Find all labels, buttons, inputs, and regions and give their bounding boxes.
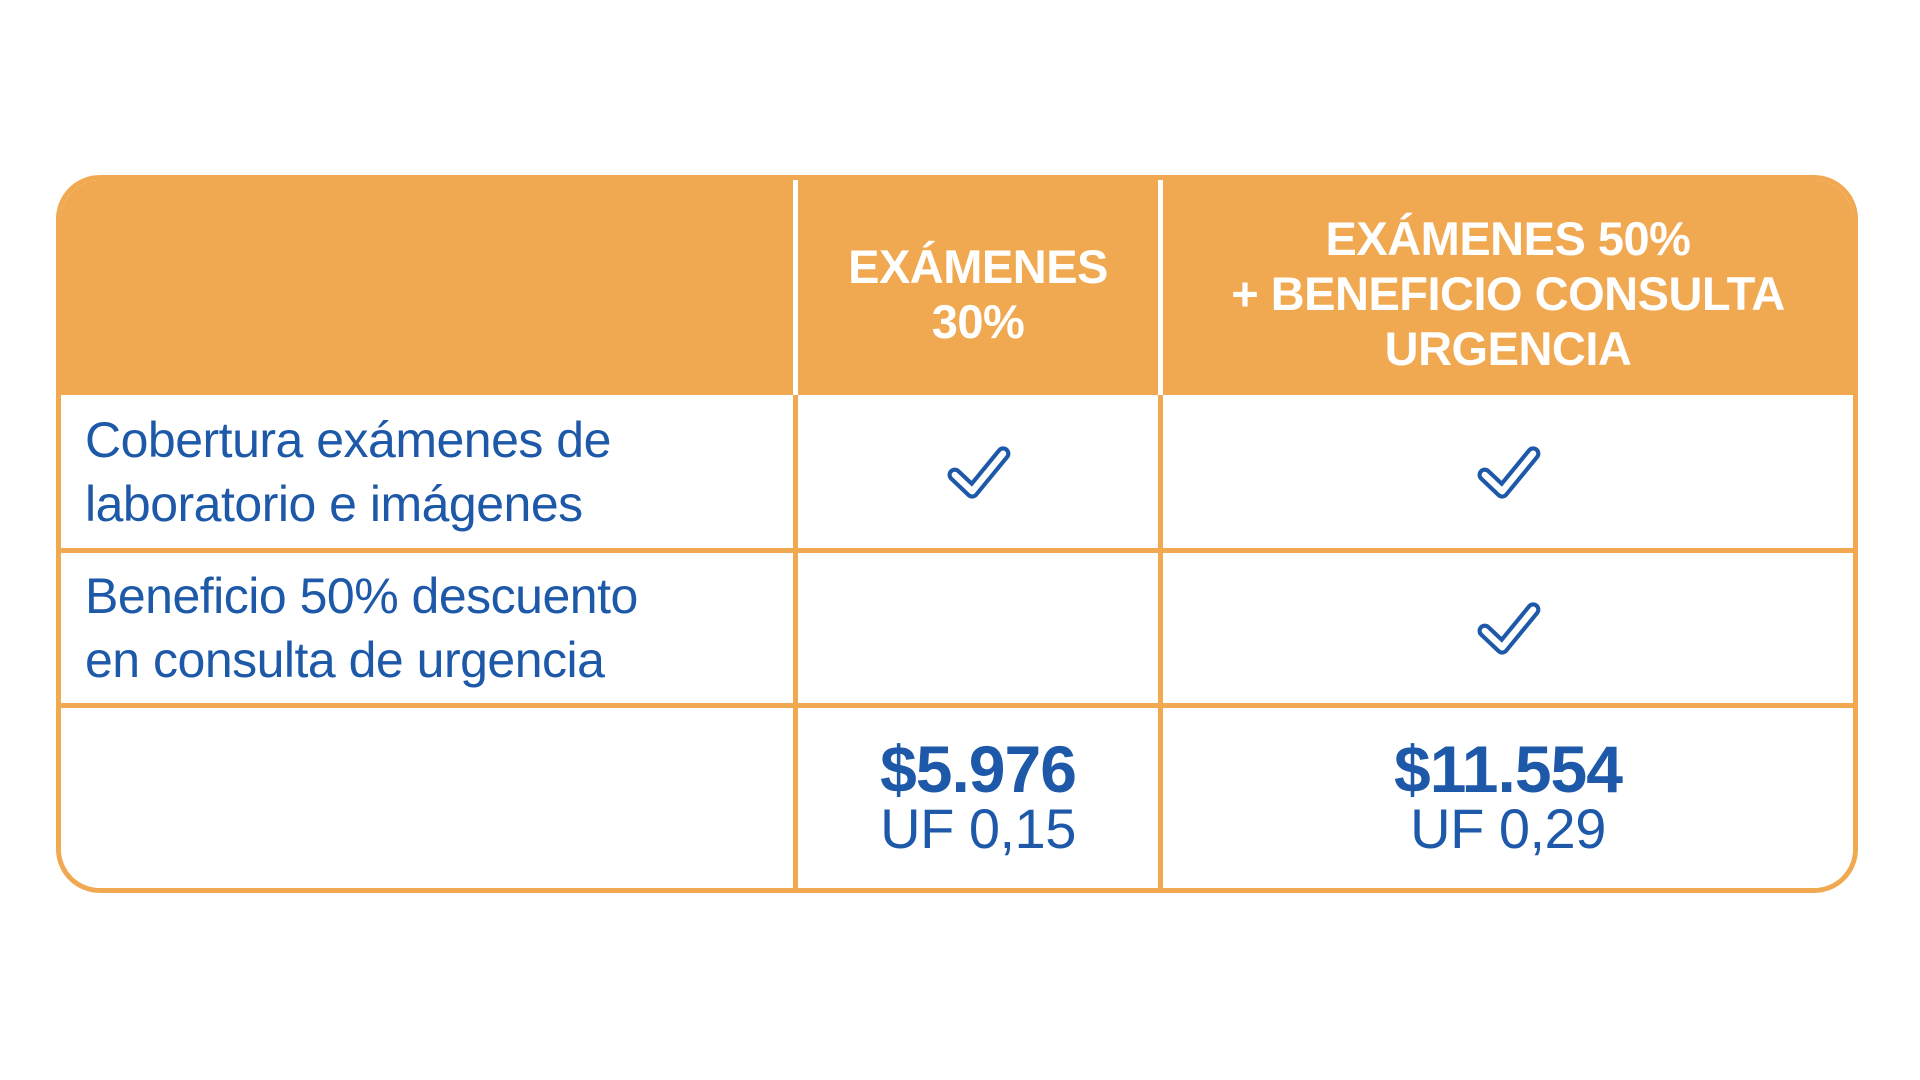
row-label-cobertura-examenes: Cobertura exámenes de laboratorio e imág…	[61, 395, 793, 548]
header-cell-plan-30: EXÁMENES 30%	[793, 180, 1158, 395]
price-uf-value: UF 0,29	[1410, 797, 1606, 860]
table-cell-check	[1158, 548, 1853, 703]
check-icon	[1477, 445, 1541, 499]
price-cell-plan-30: $5.976 UF 0,15	[793, 703, 1158, 888]
price-value: $5.976	[880, 732, 1077, 806]
check-icon	[947, 445, 1011, 499]
price-uf-value: UF 0,15	[880, 797, 1076, 860]
table-cell-check	[793, 548, 1158, 703]
table-cell-check	[1158, 395, 1853, 548]
price-cell-plan-50-urgencia: $11.554 UF 0,29	[1158, 703, 1853, 888]
table-cell-check	[793, 395, 1158, 548]
row-label-empty	[61, 703, 793, 888]
row-label-beneficio-descuento: Beneficio 50% descuento en consulta de u…	[61, 548, 793, 703]
header-cell-plan-50-urgencia: EXÁMENES 50% + BENEFICIO CONSULTA URGENC…	[1158, 180, 1853, 395]
header-cell-empty	[61, 180, 793, 395]
check-icon	[1477, 602, 1541, 655]
price-value: $11.554	[1394, 732, 1623, 806]
comparison-table: EXÁMENES 30% EXÁMENES 50% + BENEFICIO CO…	[56, 175, 1858, 893]
